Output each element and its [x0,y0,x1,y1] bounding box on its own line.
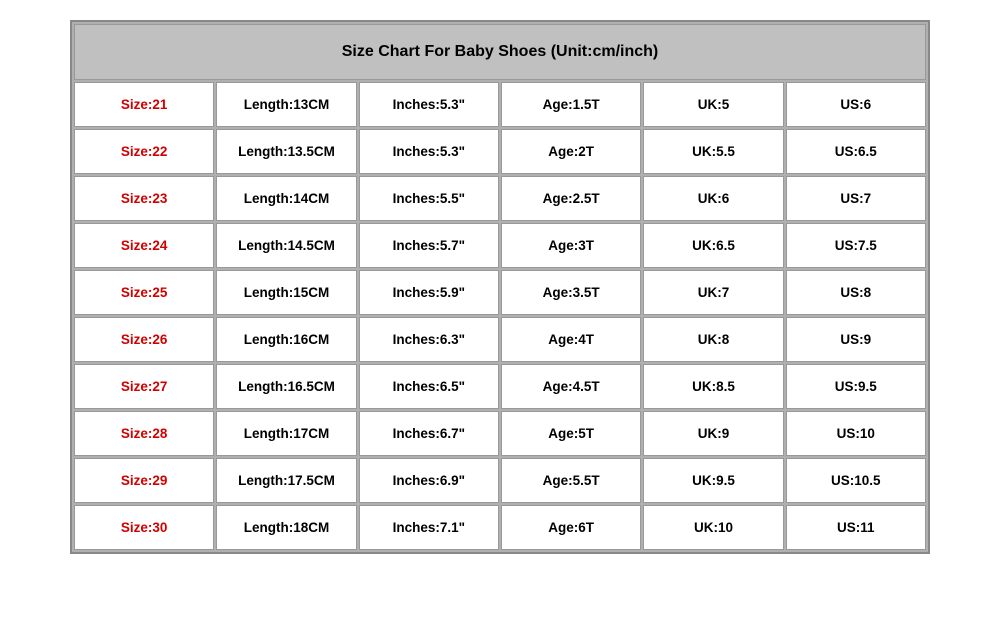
cell-size: Size:23 [74,176,214,221]
cell-us: US:7.5 [786,223,926,268]
cell-age: Age:3.5T [501,270,641,315]
cell-us: US:10 [786,411,926,456]
cell-size: Size:27 [74,364,214,409]
table-row: Size:29 Length:17.5CM Inches:6.9" Age:5.… [74,458,926,503]
cell-length: Length:16CM [216,317,356,362]
cell-uk: UK:10 [643,505,783,550]
cell-age: Age:6T [501,505,641,550]
cell-length: Length:17CM [216,411,356,456]
cell-length: Length:14.5CM [216,223,356,268]
table-row: Size:21 Length:13CM Inches:5.3" Age:1.5T… [74,82,926,127]
cell-length: Length:18CM [216,505,356,550]
cell-inches: Inches:6.9" [359,458,499,503]
cell-uk: UK:7 [643,270,783,315]
cell-size: Size:22 [74,129,214,174]
cell-inches: Inches:6.5" [359,364,499,409]
cell-length: Length:13CM [216,82,356,127]
table-row: Size:27 Length:16.5CM Inches:6.5" Age:4.… [74,364,926,409]
cell-length: Length:17.5CM [216,458,356,503]
table-row: Size:22 Length:13.5CM Inches:5.3" Age:2T… [74,129,926,174]
table-row: Size:26 Length:16CM Inches:6.3" Age:4T U… [74,317,926,362]
cell-length: Length:14CM [216,176,356,221]
cell-size: Size:26 [74,317,214,362]
cell-age: Age:4.5T [501,364,641,409]
cell-us: US:11 [786,505,926,550]
cell-uk: UK:8.5 [643,364,783,409]
cell-inches: Inches:5.7" [359,223,499,268]
cell-uk: UK:9.5 [643,458,783,503]
cell-age: Age:5T [501,411,641,456]
table-row: Size:23 Length:14CM Inches:5.5" Age:2.5T… [74,176,926,221]
cell-size: Size:21 [74,82,214,127]
cell-length: Length:16.5CM [216,364,356,409]
cell-us: US:7 [786,176,926,221]
cell-age: Age:5.5T [501,458,641,503]
cell-us: US:8 [786,270,926,315]
cell-us: US:9 [786,317,926,362]
cell-uk: UK:6 [643,176,783,221]
cell-inches: Inches:5.5" [359,176,499,221]
cell-size: Size:29 [74,458,214,503]
cell-length: Length:15CM [216,270,356,315]
cell-inches: Inches:5.3" [359,82,499,127]
cell-inches: Inches:7.1" [359,505,499,550]
cell-uk: UK:6.5 [643,223,783,268]
cell-us: US:10.5 [786,458,926,503]
cell-us: US:6.5 [786,129,926,174]
table-row: Size:28 Length:17CM Inches:6.7" Age:5T U… [74,411,926,456]
cell-age: Age:2T [501,129,641,174]
cell-age: Age:2.5T [501,176,641,221]
cell-uk: UK:5 [643,82,783,127]
cell-inches: Inches:5.3" [359,129,499,174]
size-chart-table: Size Chart For Baby Shoes (Unit:cm/inch)… [70,20,930,554]
table-row: Size:25 Length:15CM Inches:5.9" Age:3.5T… [74,270,926,315]
cell-uk: UK:8 [643,317,783,362]
cell-inches: Inches:6.3" [359,317,499,362]
cell-size: Size:30 [74,505,214,550]
cell-size: Size:28 [74,411,214,456]
cell-age: Age:4T [501,317,641,362]
cell-inches: Inches:5.9" [359,270,499,315]
table-row: Size:30 Length:18CM Inches:7.1" Age:6T U… [74,505,926,550]
cell-uk: UK:9 [643,411,783,456]
cell-uk: UK:5.5 [643,129,783,174]
chart-title: Size Chart For Baby Shoes (Unit:cm/inch) [74,24,926,80]
table-row: Size:24 Length:14.5CM Inches:5.7" Age:3T… [74,223,926,268]
cell-size: Size:24 [74,223,214,268]
cell-age: Age:3T [501,223,641,268]
cell-size: Size:25 [74,270,214,315]
cell-inches: Inches:6.7" [359,411,499,456]
cell-length: Length:13.5CM [216,129,356,174]
cell-us: US:9.5 [786,364,926,409]
rows-container: Size:21 Length:13CM Inches:5.3" Age:1.5T… [74,80,926,550]
cell-age: Age:1.5T [501,82,641,127]
cell-us: US:6 [786,82,926,127]
